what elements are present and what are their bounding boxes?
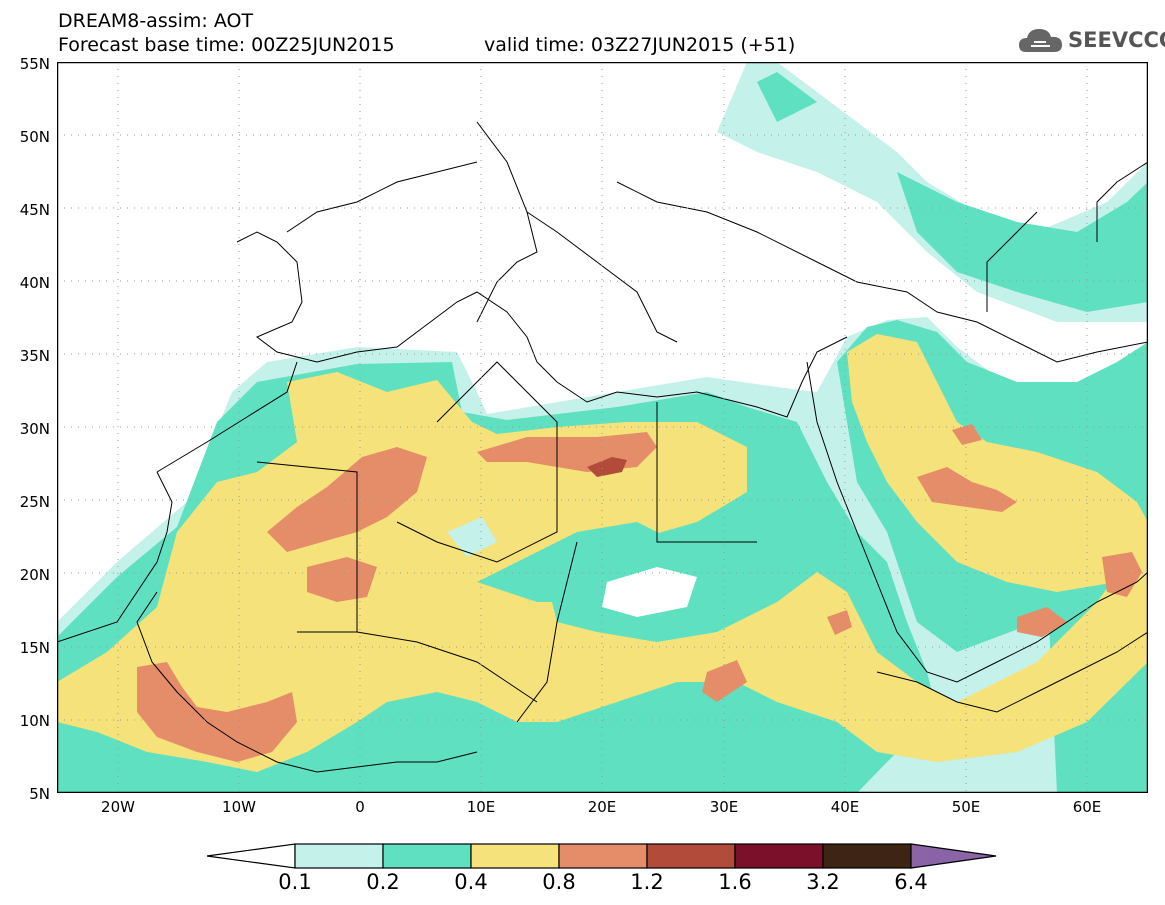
aot-map — [57, 62, 1148, 793]
colorbar-label: 3.2 — [806, 870, 840, 894]
lon-label: 40E — [830, 798, 860, 816]
lat-label: 5N — [29, 785, 50, 803]
lat-label: 50N — [19, 128, 50, 146]
lon-label: 20W — [101, 798, 135, 816]
lat-label: 15N — [19, 639, 50, 657]
lon-label: 60E — [1072, 798, 1102, 816]
lon-label: 20E — [587, 798, 617, 816]
seevccc-logo: SEEVCCC — [1018, 24, 1165, 58]
lon-label: 50E — [951, 798, 981, 816]
colorbar-swatch — [294, 843, 384, 869]
colorbar-swatch — [558, 843, 648, 869]
colorbar-swatch — [822, 843, 912, 869]
lat-label: 10N — [19, 712, 50, 730]
lat-label: 35N — [19, 347, 50, 365]
lat-label: 45N — [19, 201, 50, 219]
colorbar-swatch — [470, 843, 560, 869]
lat-label: 20N — [19, 566, 50, 584]
colorbar-label: 6.4 — [894, 870, 928, 894]
lat-label: 25N — [19, 493, 50, 511]
aot-1.2-layer — [587, 457, 627, 477]
colorbar-label: 0.8 — [542, 870, 576, 894]
logo-text: SEEVCCC — [1068, 28, 1165, 52]
aot-0.4-layer — [57, 334, 1148, 772]
lon-label: 10W — [222, 798, 256, 816]
lon-label: 30E — [709, 798, 739, 816]
colorbar-swatch — [207, 843, 296, 869]
colorbar-swatch — [382, 843, 472, 869]
lat-label: 55N — [19, 55, 50, 73]
cloud-icon — [1019, 29, 1062, 52]
graticule — [57, 62, 1148, 793]
colorbar-swatch — [734, 843, 824, 869]
colorbar-label: 0.4 — [454, 870, 488, 894]
colorbar-label: 1.6 — [718, 870, 752, 894]
lon-label: 10E — [466, 798, 496, 816]
forecast-base-time: Forecast base time: 00Z25JUN2015 — [58, 34, 395, 56]
colorbar — [207, 843, 997, 869]
chart-title: DREAM8-assim: AOT — [58, 10, 254, 32]
valid-time: valid time: 03Z27JUN2015 (+51) — [484, 34, 796, 56]
colorbar-label: 0.2 — [366, 870, 400, 894]
lat-label: 40N — [19, 274, 50, 292]
coastlines — [57, 121, 1148, 773]
colorbar-swatch — [910, 843, 997, 869]
lon-label: 0 — [355, 798, 365, 816]
lat-label: 30N — [19, 420, 50, 438]
colorbar-label: 1.2 — [630, 870, 664, 894]
colorbar-swatch — [646, 843, 736, 869]
colorbar-label: 0.1 — [278, 870, 312, 894]
